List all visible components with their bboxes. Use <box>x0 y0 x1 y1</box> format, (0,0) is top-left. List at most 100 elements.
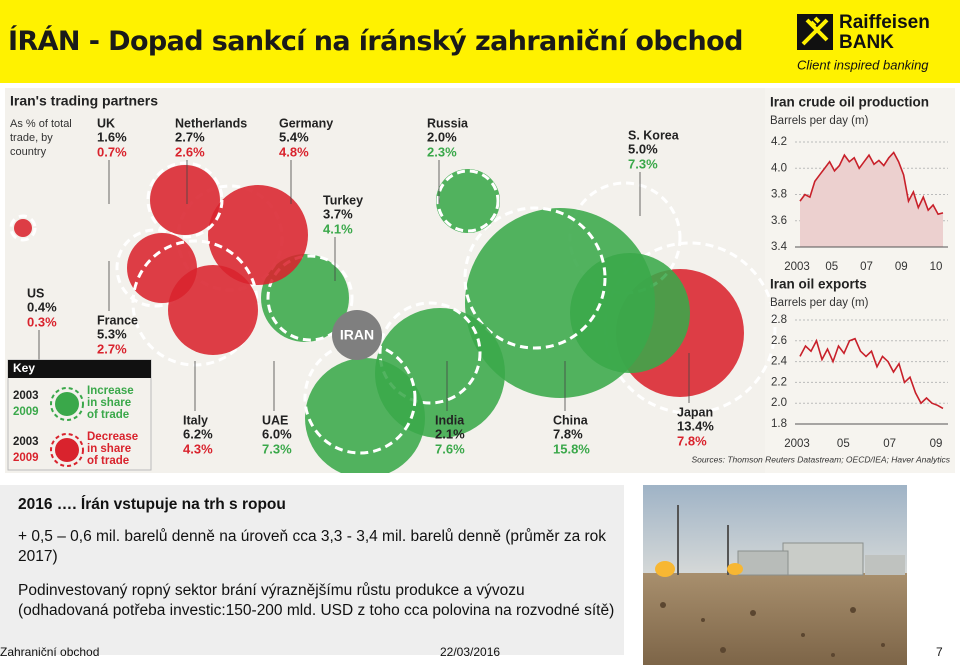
bubble-2009 <box>150 165 220 235</box>
header-bar: ÍRÁN - Dopad sankcí na íránský zahraničn… <box>0 0 960 83</box>
partner-share-2003: 2.1% <box>435 426 465 441</box>
logo-tagline: Client inspired banking <box>797 57 929 72</box>
key-label: in share <box>87 443 131 455</box>
y-tick-label: 3.6 <box>771 215 787 227</box>
partner-share-2003: 6.2% <box>183 426 213 441</box>
partner-name: Japan <box>677 405 713 419</box>
y-tick-label: 3.4 <box>771 241 788 253</box>
iran-bubble <box>332 310 382 360</box>
infographic-subtitle: trade, by <box>10 132 53 144</box>
partner-name: Netherlands <box>175 116 247 130</box>
partner-share-2003: 2.0% <box>427 129 457 144</box>
partner-name: US <box>27 286 44 300</box>
partner-name: Italy <box>183 413 208 427</box>
logo: Raiffeisen BANK Client inspired banking <box>797 12 930 72</box>
partner-name: Turkey <box>323 193 363 207</box>
chart-title: Iran crude oil production <box>770 95 929 110</box>
bubble-2009 <box>168 265 258 355</box>
line <box>799 151 944 216</box>
bubble-2003 <box>463 206 607 350</box>
flame <box>655 561 675 577</box>
tank <box>782 542 864 576</box>
bubble-2003 <box>378 301 482 405</box>
x-tick-label: 2003 <box>784 438 810 450</box>
tank <box>737 550 789 576</box>
partner-share-2009: 7.3% <box>262 441 292 456</box>
y-tick-label: 1.8 <box>771 418 787 430</box>
x-tick-label: 2003 <box>784 261 810 273</box>
partner-share-2009: 2.3% <box>427 144 457 159</box>
key-label: Increase <box>87 385 134 397</box>
partner-share-2009: 7.3% <box>628 156 658 171</box>
side-panel-bg <box>765 88 955 473</box>
tank <box>865 555 905 575</box>
partner-share-2009: 7.6% <box>435 441 465 456</box>
partner-share-2003: 3.7% <box>323 206 353 221</box>
partner-share-2003: 5.4% <box>279 129 309 144</box>
y-tick-label: 2.2 <box>771 376 787 388</box>
partner-share-2009: 2.7% <box>97 341 127 356</box>
partner-share-2009: 0.7% <box>97 144 127 159</box>
x-tick-label: 10 <box>930 261 943 273</box>
key-label: of trade <box>87 455 129 467</box>
logo-gable <box>801 16 829 46</box>
partner-name: France <box>97 313 138 327</box>
y-tick-label: 2.6 <box>771 335 787 347</box>
bubble-2003 <box>303 341 417 455</box>
infographic-subtitle: country <box>10 146 47 158</box>
partner-name: UK <box>97 116 115 130</box>
x-tick-label: 07 <box>883 438 896 450</box>
partner-name: S. Korea <box>628 128 680 142</box>
partner-name: India <box>435 413 465 427</box>
partner-name: Russia <box>427 116 469 130</box>
partner-share-2009: 7.8% <box>677 433 707 448</box>
key-dashed <box>50 387 84 421</box>
bubble-2003 <box>266 254 354 342</box>
x-tick-label: 07 <box>860 261 873 273</box>
key-solid <box>55 438 79 462</box>
bubble-2003 <box>436 169 500 233</box>
partner-share-2003: 5.3% <box>97 326 127 341</box>
x-tick-label: 09 <box>895 261 908 273</box>
line <box>799 337 944 410</box>
key-year: 2003 <box>13 390 39 402</box>
y-tick-label: 2.4 <box>771 356 788 368</box>
partner-share-2003: 13.4% <box>677 418 714 433</box>
partner-share-2009: 4.1% <box>323 221 353 236</box>
chart-unit: Barrels per day (m) <box>770 115 869 127</box>
bubble-2009 <box>14 219 32 237</box>
bubble-2009 <box>305 358 425 473</box>
bubble-2009 <box>465 208 655 398</box>
ground <box>643 573 907 665</box>
partner-share-2009: 4.8% <box>279 144 309 159</box>
y-tick-label: 3.8 <box>771 189 787 201</box>
key-dashed <box>50 433 84 467</box>
partner-share-2009: 0.3% <box>27 314 57 329</box>
partner-name: UAE <box>262 413 288 427</box>
partner-share-2009: 15.8% <box>553 441 590 456</box>
text-heading: 2016 …. Írán vstupuje na trh s ropou <box>18 496 286 513</box>
partner-share-2003: 1.6% <box>97 129 127 144</box>
chart-unit: Barrels per day (m) <box>770 297 869 309</box>
key-title: Key <box>13 361 35 375</box>
key-solid <box>55 392 79 416</box>
partner-share-2003: 0.4% <box>27 299 57 314</box>
partner-share-2003: 7.8% <box>553 426 583 441</box>
text-paragraph: Podinvestovaný ropný sektor brání výrazn… <box>18 582 615 619</box>
footer-date: 22/03/2016 <box>440 645 501 659</box>
y-tick-label: 2.8 <box>771 314 787 326</box>
y-tick-label: 4.0 <box>771 162 787 174</box>
bubble-2009 <box>436 169 500 233</box>
key-year: 2009 <box>13 452 39 464</box>
shrubs <box>660 602 885 657</box>
key-header <box>8 360 151 378</box>
partner-share-2009: 2.6% <box>175 144 205 159</box>
slide-title: ÍRÁN - Dopad sankcí na íránský zahraničn… <box>8 26 743 57</box>
key-year: 2003 <box>13 436 39 448</box>
footer-left: Zahraniční obchod <box>0 645 100 659</box>
partner-share-2009: 4.3% <box>183 441 213 456</box>
key-label: of trade <box>87 409 129 421</box>
partner-share-2003: 2.7% <box>175 129 205 144</box>
logo-name: Raiffeisen <box>839 12 930 33</box>
